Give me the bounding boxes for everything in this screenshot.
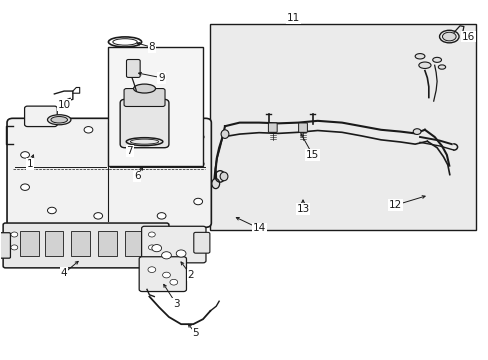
Ellipse shape bbox=[442, 32, 455, 41]
Text: 1: 1 bbox=[26, 159, 33, 169]
Ellipse shape bbox=[437, 65, 445, 69]
Circle shape bbox=[11, 232, 18, 237]
Text: 16: 16 bbox=[461, 32, 474, 41]
Ellipse shape bbox=[221, 130, 228, 138]
Ellipse shape bbox=[128, 119, 155, 130]
Text: 5: 5 bbox=[192, 328, 199, 338]
FancyBboxPatch shape bbox=[139, 257, 186, 292]
Circle shape bbox=[193, 198, 202, 205]
Ellipse shape bbox=[133, 84, 155, 93]
Ellipse shape bbox=[412, 129, 420, 134]
Ellipse shape bbox=[414, 54, 424, 59]
FancyBboxPatch shape bbox=[3, 223, 168, 268]
Circle shape bbox=[148, 267, 156, 273]
Circle shape bbox=[148, 232, 155, 237]
Ellipse shape bbox=[51, 117, 67, 123]
Circle shape bbox=[195, 134, 203, 140]
FancyBboxPatch shape bbox=[24, 106, 57, 127]
Ellipse shape bbox=[220, 172, 227, 181]
Text: 7: 7 bbox=[126, 146, 133, 156]
Ellipse shape bbox=[432, 57, 441, 62]
Text: 11: 11 bbox=[286, 13, 299, 23]
Circle shape bbox=[11, 245, 18, 250]
Ellipse shape bbox=[418, 62, 430, 68]
Circle shape bbox=[20, 184, 29, 190]
Circle shape bbox=[47, 207, 56, 214]
Bar bbox=[210, 24, 475, 230]
Circle shape bbox=[195, 161, 203, 167]
Bar bbox=[44, 231, 63, 256]
Circle shape bbox=[148, 245, 155, 250]
Circle shape bbox=[94, 213, 102, 219]
Circle shape bbox=[169, 279, 177, 285]
Bar bbox=[71, 231, 90, 256]
Bar bbox=[125, 231, 143, 256]
Bar bbox=[20, 231, 39, 256]
FancyBboxPatch shape bbox=[268, 123, 277, 132]
Bar bbox=[98, 231, 117, 256]
Text: 13: 13 bbox=[296, 204, 309, 214]
Bar bbox=[108, 47, 203, 166]
FancyBboxPatch shape bbox=[0, 233, 10, 258]
Circle shape bbox=[157, 213, 165, 219]
Ellipse shape bbox=[132, 121, 152, 128]
Circle shape bbox=[20, 152, 29, 158]
FancyBboxPatch shape bbox=[142, 226, 205, 263]
Text: 6: 6 bbox=[134, 171, 140, 181]
FancyBboxPatch shape bbox=[7, 118, 211, 227]
Circle shape bbox=[152, 244, 161, 252]
Text: 2: 2 bbox=[187, 270, 194, 280]
Text: 12: 12 bbox=[388, 200, 402, 210]
Ellipse shape bbox=[439, 30, 458, 43]
Circle shape bbox=[161, 252, 171, 259]
Text: 3: 3 bbox=[173, 299, 179, 309]
Text: 14: 14 bbox=[252, 224, 265, 233]
Circle shape bbox=[162, 272, 170, 278]
Ellipse shape bbox=[211, 179, 219, 189]
Circle shape bbox=[147, 127, 156, 133]
FancyBboxPatch shape bbox=[124, 89, 164, 107]
Text: 15: 15 bbox=[305, 150, 319, 160]
Text: 4: 4 bbox=[61, 268, 67, 278]
FancyBboxPatch shape bbox=[120, 99, 168, 148]
Ellipse shape bbox=[47, 115, 71, 125]
Text: 8: 8 bbox=[148, 42, 155, 52]
Text: 9: 9 bbox=[158, 73, 164, 83]
Circle shape bbox=[84, 127, 93, 133]
Text: 10: 10 bbox=[58, 100, 70, 110]
FancyBboxPatch shape bbox=[126, 59, 140, 77]
FancyBboxPatch shape bbox=[298, 123, 307, 132]
Circle shape bbox=[176, 250, 185, 257]
FancyBboxPatch shape bbox=[193, 232, 209, 253]
